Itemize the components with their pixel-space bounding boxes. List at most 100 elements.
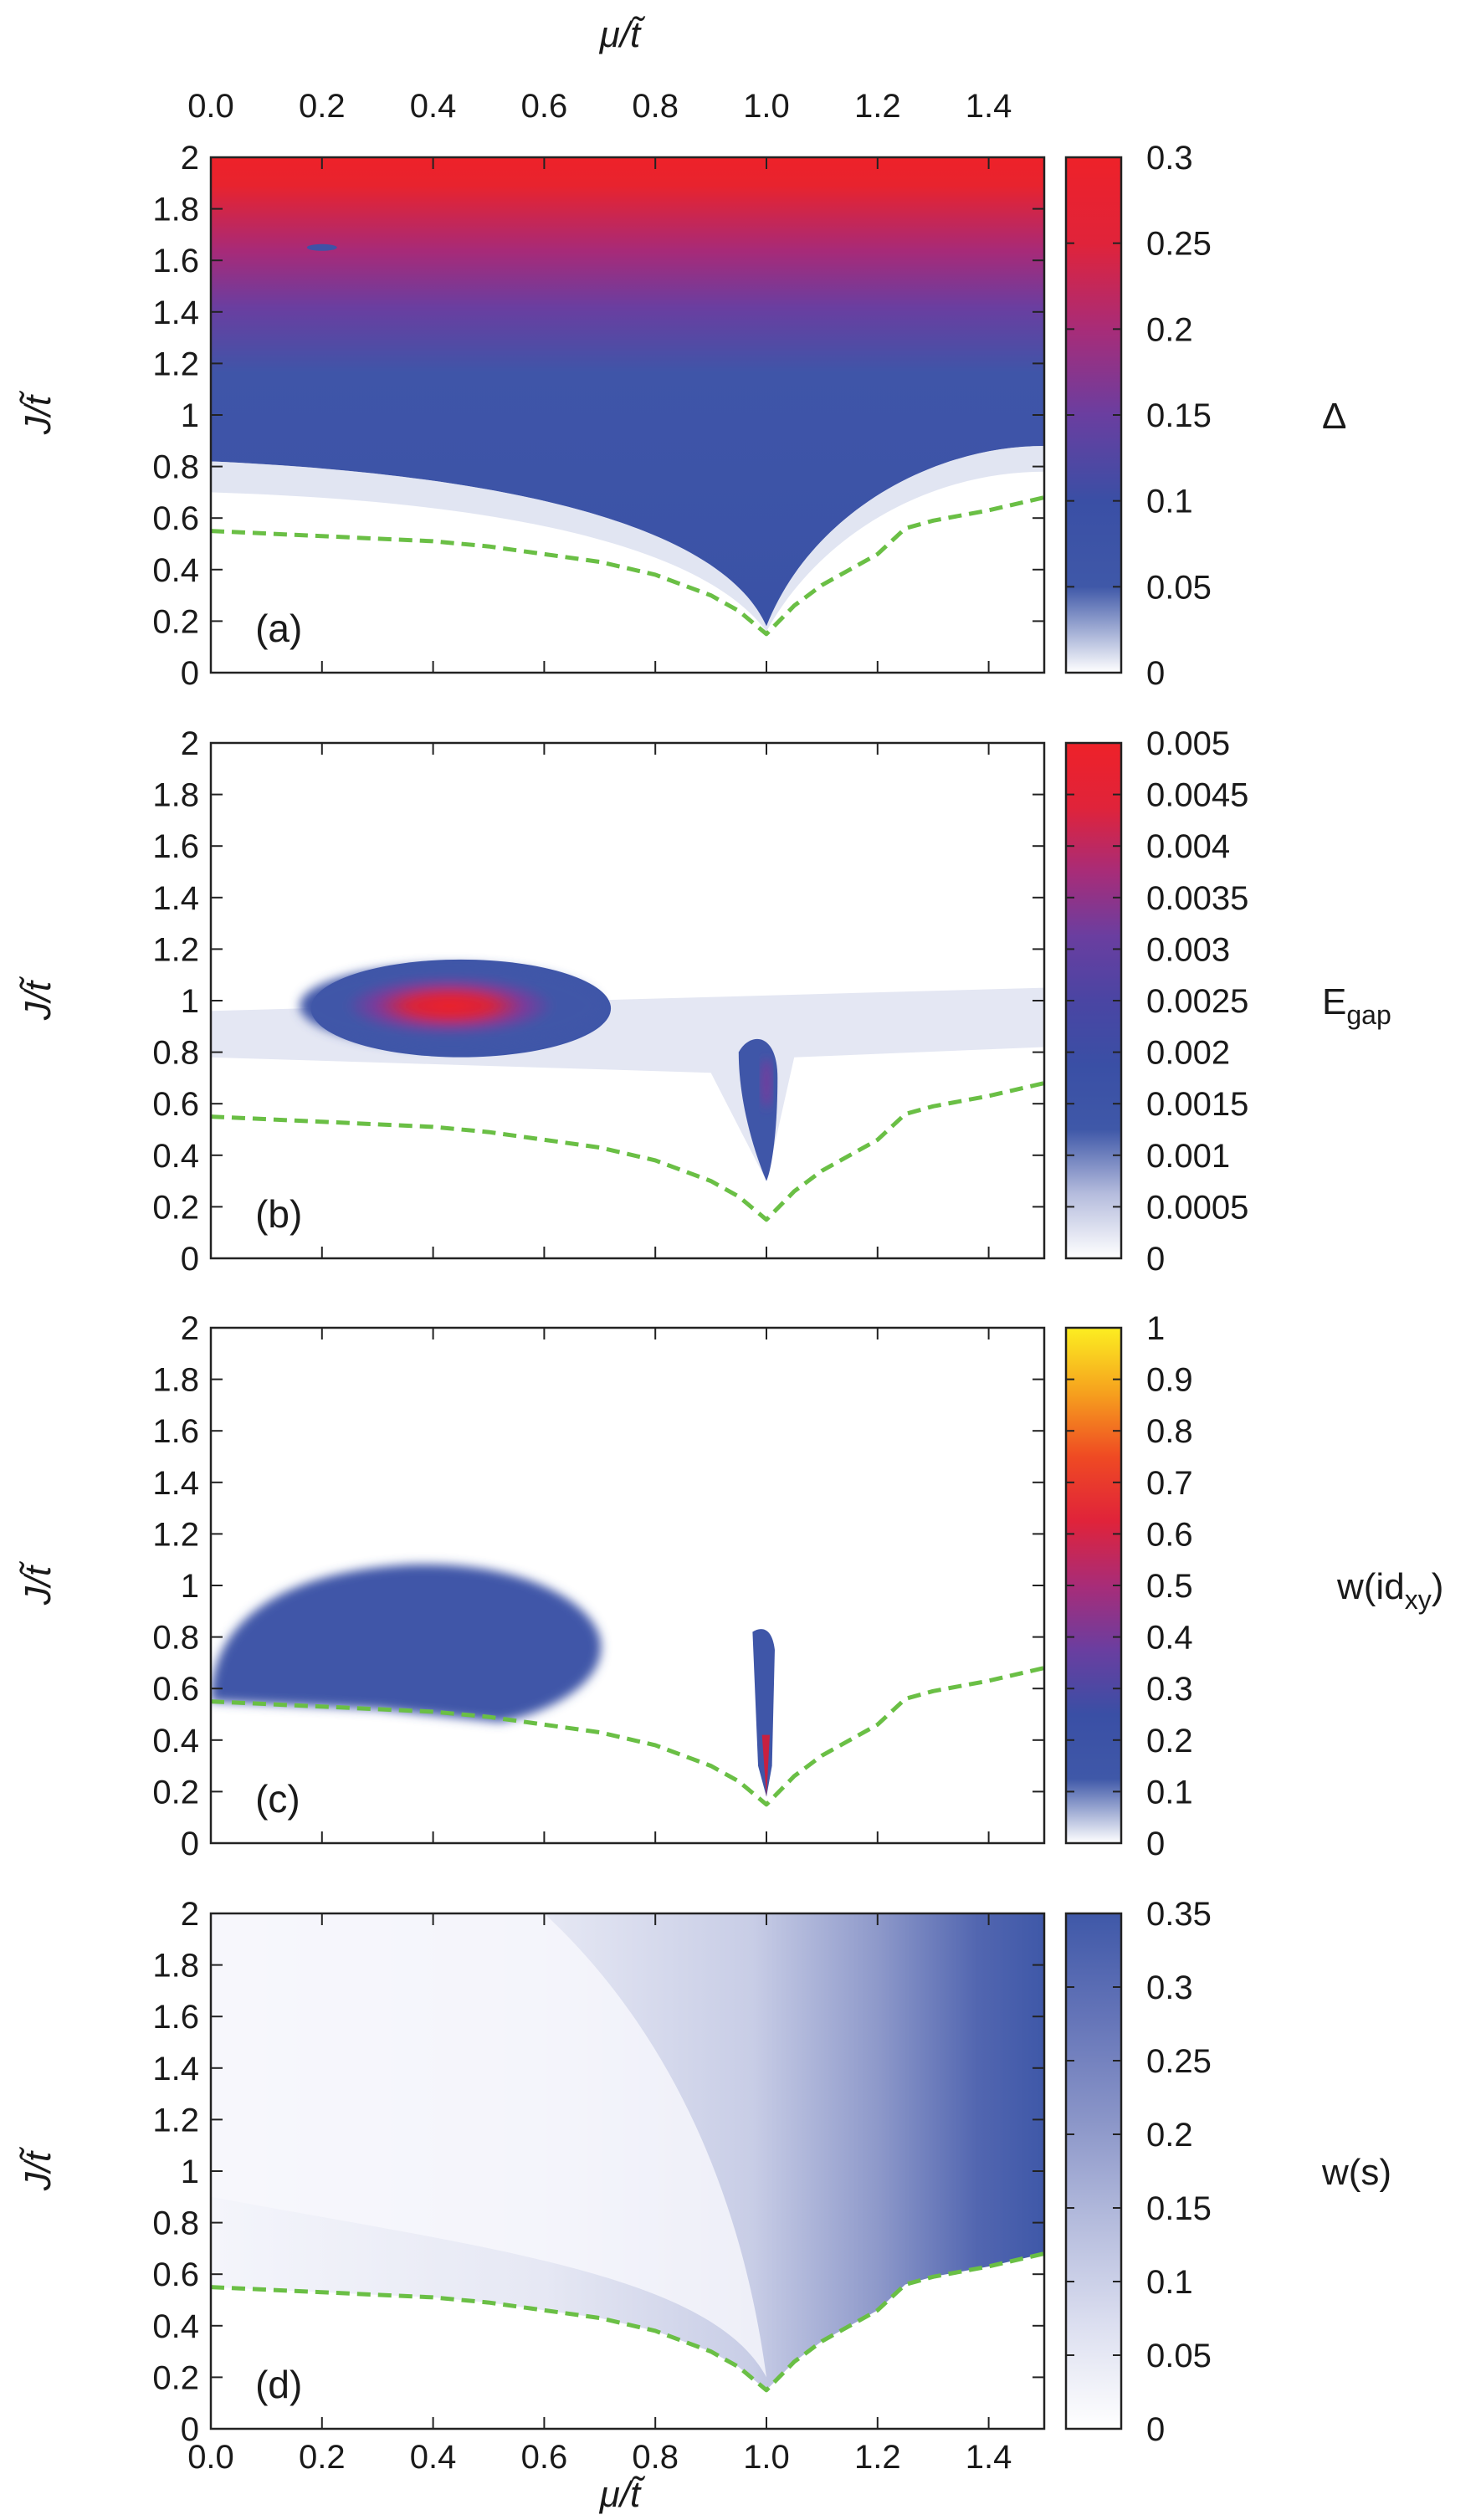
colorbar-tick-label: 0.35 (1146, 1896, 1212, 1933)
panel-c: 0 0.2 0.4 0.6 0.8 1 1.2 1.4 1.6 1.8 2 J/t̃ (c) 0 0.1 0.… (18, 1310, 1443, 1862)
y-tick-label: 0.2 (152, 2359, 199, 2396)
y-tick-label: 0 (181, 2411, 199, 2448)
y-tick-label: 0.2 (152, 1189, 199, 1226)
y-tick-label: 1.2 (152, 1516, 199, 1553)
gap-blob-core (300, 964, 600, 1047)
y-tick-label: 1.4 (152, 2051, 199, 2087)
y-tick-label: 0.8 (152, 2205, 199, 2242)
delta-artifact-mark (306, 243, 337, 251)
colorbar-tick-label: 0.2 (1146, 2117, 1193, 2154)
colorbar-tick-label: 0.8 (1146, 1413, 1193, 1450)
colorbar-tick-label: 0.3 (1146, 1671, 1193, 1708)
y-axis-label: J/t̃ (18, 2146, 59, 2191)
ws-below-boundary (211, 2253, 1044, 2429)
delta-transition-band (211, 445, 1044, 632)
colorbar (1064, 156, 1123, 674)
y-tick-label: 0.8 (152, 1620, 199, 1657)
y-axis-label: J/t̃ (18, 390, 59, 435)
colorbar-tick-label: 0 (1146, 1241, 1165, 1278)
wid-blob (211, 1564, 602, 1723)
colorbar-tick-label: 0.25 (1146, 2043, 1212, 2080)
colorbar-tick-label: 0.4 (1146, 1620, 1193, 1657)
colorbar-tick-label: 0.15 (1146, 2190, 1212, 2227)
panel-d: 0 0.2 0.4 0.6 0.8 1 1.2 1.4 1.6 1.8 2 J/t̃ (d) 0 0.05 0… (18, 1896, 1391, 2448)
phase-boundary-line (211, 495, 1044, 637)
y-tick-label: 0.4 (152, 2308, 199, 2345)
colorbar-tick-label: 0.0035 (1146, 880, 1248, 917)
y-tick-label: 0.6 (152, 1671, 199, 1708)
colorbar-tick-label: 0 (1146, 2411, 1165, 2448)
delta-ordered-region (211, 157, 1044, 627)
heatmap-plot-area (211, 1913, 1044, 2429)
y-tick-label: 1.4 (152, 295, 199, 331)
y-tick-label: 2 (181, 1310, 199, 1347)
x-tick-label-top: 0.0 (187, 88, 234, 125)
heatmap-plot-area (211, 157, 1044, 673)
y-tick-label: 0 (181, 655, 199, 692)
panel-tag: (c) (255, 1777, 300, 1821)
colorbar-label: Egap (1322, 981, 1391, 1030)
y-tick-label: 1.2 (152, 2102, 199, 2138)
y-tick-label: 2 (181, 140, 199, 177)
phase-boundary-line (211, 2251, 1044, 2393)
y-tick-label: 0.8 (152, 449, 199, 486)
y-tick-label: 1 (181, 397, 199, 434)
x-tick-label-bottom: 0.0 (187, 2439, 234, 2476)
gap-spike-core (761, 1058, 771, 1109)
x-tick-label-bottom: 0.6 (521, 2439, 568, 2476)
y-tick-label: 1.6 (152, 1999, 199, 2036)
y-tick-label: 0.2 (152, 603, 199, 640)
y-axis-label: J/t̃ (18, 1560, 59, 1606)
colorbar-tick-label: 0.003 (1146, 931, 1230, 968)
colorbar-tick-label: 0.0005 (1146, 1189, 1248, 1226)
bottom-x-tick-labels: 0.0 0.2 0.4 0.6 0.8 1.0 1.2 1.4 (187, 2439, 1012, 2476)
ws-light-wedge (211, 1913, 766, 2378)
x-tick-label-top: 0.6 (521, 88, 568, 125)
colorbar-tick-label: 0.6 (1146, 1516, 1193, 1553)
colorbar-tick-label: 0.0015 (1146, 1086, 1248, 1123)
colorbar-tick-label: 0.1 (1146, 484, 1193, 520)
colorbar-tick-label: 0.3 (1146, 140, 1193, 177)
x-tick-label-bottom: 0.2 (299, 2439, 346, 2476)
colorbar-tick-label: 0.05 (1146, 2338, 1212, 2374)
y-tick-label: 1 (181, 2154, 199, 2190)
colorbar-tick-label: 0.0045 (1146, 777, 1248, 814)
wid-spike-core (761, 1734, 770, 1797)
phase-boundary-line (211, 1666, 1044, 1807)
colorbar (1064, 1912, 1123, 2430)
colorbar-label: Δ (1322, 396, 1346, 437)
colorbar-tick-label: 0.25 (1146, 226, 1212, 263)
panel-tag: (a) (255, 607, 302, 650)
y-tick-label: 1.4 (152, 880, 199, 917)
panel-tag: (d) (255, 2363, 302, 2406)
x-tick-label-top: 1.0 (743, 88, 790, 125)
colorbar-tick-label: 0.15 (1146, 397, 1212, 434)
y-tick-label: 1.2 (152, 931, 199, 968)
y-tick-label: 1.8 (152, 1948, 199, 1985)
y-tick-label: 1.2 (152, 346, 199, 382)
y-tick-label: 1.6 (152, 1413, 199, 1450)
x-tick-label-bottom: 1.0 (743, 2439, 790, 2476)
x-tick-label-bottom: 0.4 (410, 2439, 457, 2476)
heatmap-plot-area (211, 1328, 1044, 1843)
colorbar-label: w(idxy) (1336, 1566, 1443, 1615)
y-tick-label: 1 (181, 1568, 199, 1605)
x-tick-label-bottom: 0.8 (632, 2439, 679, 2476)
x-tick-label-top: 0.4 (410, 88, 457, 125)
colorbar-tick-label: 0.1 (1146, 2264, 1193, 2301)
panel-a: 0 0.2 0.4 0.6 0.8 1 1.2 1.4 1.6 1.8 2 J/t̃ (a) 0 0.05 0… (18, 140, 1346, 692)
y-tick-label: 1.6 (152, 828, 199, 865)
y-tick-label: 0.8 (152, 1035, 199, 1072)
y-tick-label: 0.6 (152, 500, 199, 537)
colorbar-tick-label: 0.05 (1146, 569, 1212, 606)
y-tick-label: 0.2 (152, 1774, 199, 1811)
y-tick-label: 0.4 (152, 1138, 199, 1175)
colorbar-tick-label: 0.9 (1146, 1362, 1193, 1399)
y-tick-label: 1 (181, 983, 199, 1020)
colorbar-tick-label: 0.004 (1146, 828, 1230, 865)
x-tick-label-bottom: 1.4 (966, 2439, 1012, 2476)
x-tick-label-top: 0.2 (299, 88, 346, 125)
colorbar-tick-label: 0.3 (1146, 1969, 1193, 2006)
top-x-tick-labels: 0.0 0.2 0.4 0.6 0.8 1.0 1.2 1.4 (187, 88, 1012, 125)
colorbar-tick-label: 0.0025 (1146, 983, 1248, 1020)
